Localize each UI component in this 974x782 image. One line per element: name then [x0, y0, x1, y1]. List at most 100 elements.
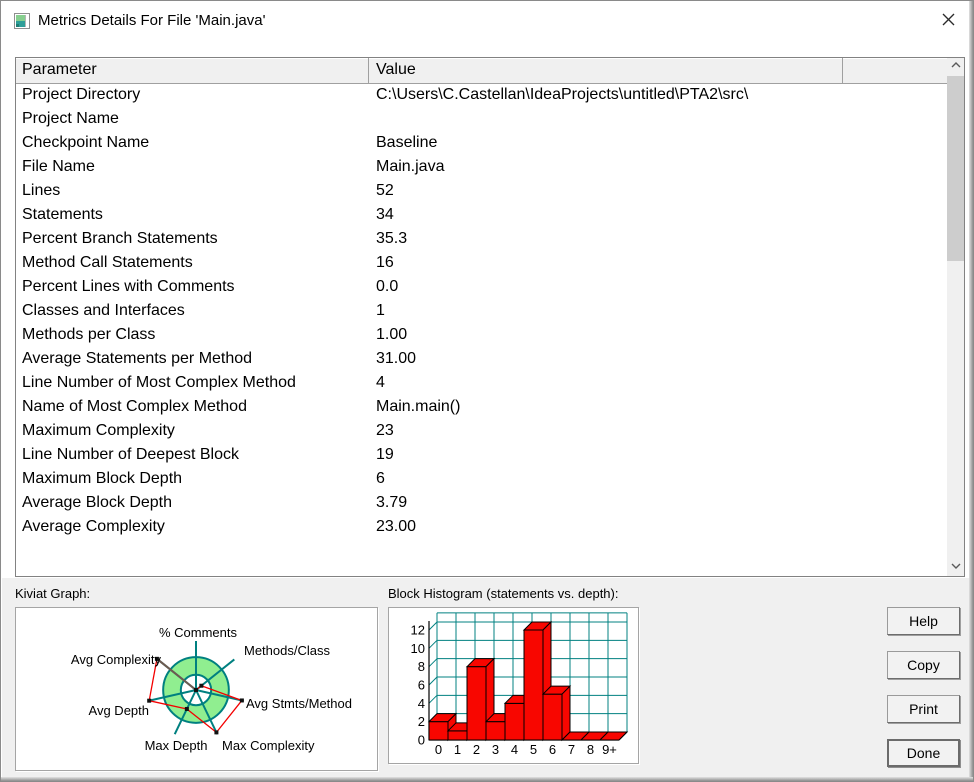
window-title: Metrics Details For File 'Main.java' [38, 12, 266, 29]
help-button[interactable]: Help [887, 607, 960, 635]
kiviat-graph: % Comments Methods/Class Avg Stmts/Method M… [15, 607, 378, 771]
table-row[interactable]: Percent Branch Statements 35.3 [16, 227, 947, 251]
window-icon [14, 13, 30, 29]
table-row[interactable]: Statements 34 [16, 203, 947, 227]
parameter-cell: Percent Branch Statements [22, 230, 218, 247]
parameter-cell: Average Block Depth [22, 494, 173, 511]
parameter-cell: Line Number of Most Complex Method [22, 374, 296, 391]
table-row[interactable]: Line Number of Deepest Block 19 [16, 443, 947, 467]
scroll-up-button[interactable] [947, 58, 964, 75]
close-button[interactable] [933, 7, 963, 35]
table-row[interactable]: Project Name [16, 107, 947, 131]
table-row[interactable]: File Name Main.java [16, 155, 947, 179]
table-row[interactable]: Maximum Complexity 23 [16, 419, 947, 443]
table-row[interactable]: Name of Most Complex Method Main.main() [16, 395, 947, 419]
value-cell: 16 [376, 254, 394, 271]
parameter-cell: Project Directory [22, 86, 141, 103]
parameter-cell: Percent Lines with Comments [22, 278, 235, 295]
metrics-table: Parameter Value Project Directory C:\User… [15, 57, 965, 577]
svg-text:6: 6 [549, 742, 556, 757]
column-header-parameter[interactable]: Parameter [16, 58, 369, 83]
svg-text:4: 4 [511, 742, 518, 757]
value-cell: 1 [376, 302, 385, 319]
table-row[interactable]: Maximum Block Depth 6 [16, 467, 947, 491]
value-cell: 34 [376, 206, 394, 223]
table-row[interactable]: Average Complexity 23.00 [16, 515, 947, 539]
table-row[interactable]: Methods per Class 1.00 [16, 323, 947, 347]
chevron-down-icon [948, 559, 964, 577]
value-cell: 31.00 [376, 350, 417, 367]
svg-text:Avg Complexity: Avg Complexity [71, 652, 162, 667]
parameter-cell: Maximum Block Depth [22, 470, 183, 487]
svg-text:6: 6 [418, 677, 425, 692]
table-row[interactable]: Checkpoint Name Baseline [16, 131, 947, 155]
svg-text:9+: 9+ [602, 742, 617, 757]
value-cell: Baseline [376, 134, 438, 151]
svg-text:5: 5 [530, 742, 537, 757]
value-cell: 6 [376, 470, 385, 487]
parameter-cell: Method Call Statements [22, 254, 193, 271]
value-cell [369, 107, 947, 131]
value-cell: 1.00 [376, 326, 408, 343]
svg-text:8: 8 [418, 659, 425, 674]
parameter-cell: Name of Most Complex Method [22, 398, 247, 415]
table-row[interactable]: Classes and Interfaces 1 [16, 299, 947, 323]
chevron-up-icon [948, 58, 964, 76]
svg-text:Max Depth: Max Depth [145, 738, 208, 753]
block-histogram-label: Block Histogram (statements vs. depth): [388, 586, 619, 601]
svg-text:Methods/Class: Methods/Class [244, 643, 330, 658]
vertical-scrollbar[interactable] [947, 58, 964, 576]
done-button[interactable]: Done [887, 739, 960, 767]
value-cell: 4 [376, 374, 385, 391]
svg-text:Max Complexity: Max Complexity [222, 738, 315, 753]
parameter-cell: Classes and Interfaces [22, 302, 185, 319]
parameter-cell: Project Name [22, 110, 119, 127]
parameter-cell: Maximum Complexity [22, 422, 175, 439]
titlebar: Metrics Details For File 'Main.java' [1, 1, 973, 41]
window-border-bottom [1, 777, 973, 781]
window-border-right [969, 1, 973, 781]
value-cell: 3.79 [376, 494, 408, 511]
parameter-cell: Lines [22, 182, 61, 199]
table-row[interactable]: Method Call Statements 16 [16, 251, 947, 275]
parameter-cell: Statements [22, 206, 103, 223]
value-cell: Main.main() [376, 398, 461, 415]
parameter-cell: Line Number of Deepest Block [22, 446, 239, 463]
column-header-value[interactable]: Value [369, 58, 843, 83]
value-cell: 0.0 [376, 278, 399, 295]
value-cell: C:\Users\C.Castellan\IdeaProjects\untitl… [376, 86, 749, 103]
value-cell: 23 [376, 422, 394, 439]
value-cell: 19 [376, 446, 394, 463]
svg-text:7: 7 [568, 742, 575, 757]
table-row[interactable]: Lines 52 [16, 179, 947, 203]
table-row[interactable]: Average Statements per Method 31.00 [16, 347, 947, 371]
svg-text:3: 3 [492, 742, 499, 757]
svg-text:8: 8 [587, 742, 594, 757]
close-icon [942, 13, 955, 29]
svg-text:Avg Stmts/Method: Avg Stmts/Method [246, 696, 352, 711]
svg-text:12: 12 [411, 622, 425, 637]
table-row[interactable]: Percent Lines with Comments 0.0 [16, 275, 947, 299]
value-cell: Main.java [376, 158, 445, 175]
svg-text:10: 10 [411, 641, 425, 656]
svg-text:% Comments: % Comments [159, 625, 238, 640]
scroll-down-button[interactable] [947, 559, 964, 576]
svg-text:0: 0 [435, 742, 442, 757]
svg-text:Avg Depth: Avg Depth [89, 703, 149, 718]
svg-text:0: 0 [418, 733, 425, 748]
value-cell: 23.00 [376, 518, 417, 535]
table-row[interactable]: Project Directory C:\Users\C.Castellan\Id… [16, 83, 947, 107]
parameter-cell: Average Statements per Method [22, 350, 253, 367]
scrollbar-thumb[interactable] [947, 76, 964, 261]
kiviat-graph-label: Kiviat Graph: [15, 586, 91, 601]
parameter-cell: File Name [22, 158, 95, 175]
copy-button[interactable]: Copy [887, 651, 960, 679]
svg-text:2: 2 [473, 742, 480, 757]
column-header-blank [843, 58, 964, 83]
table-row[interactable]: Average Block Depth 3.79 [16, 491, 947, 515]
print-button[interactable]: Print [887, 695, 960, 723]
parameter-cell: Methods per Class [22, 326, 156, 343]
svg-text:2: 2 [418, 714, 425, 729]
table-row[interactable]: Line Number of Most Complex Method 4 [16, 371, 947, 395]
